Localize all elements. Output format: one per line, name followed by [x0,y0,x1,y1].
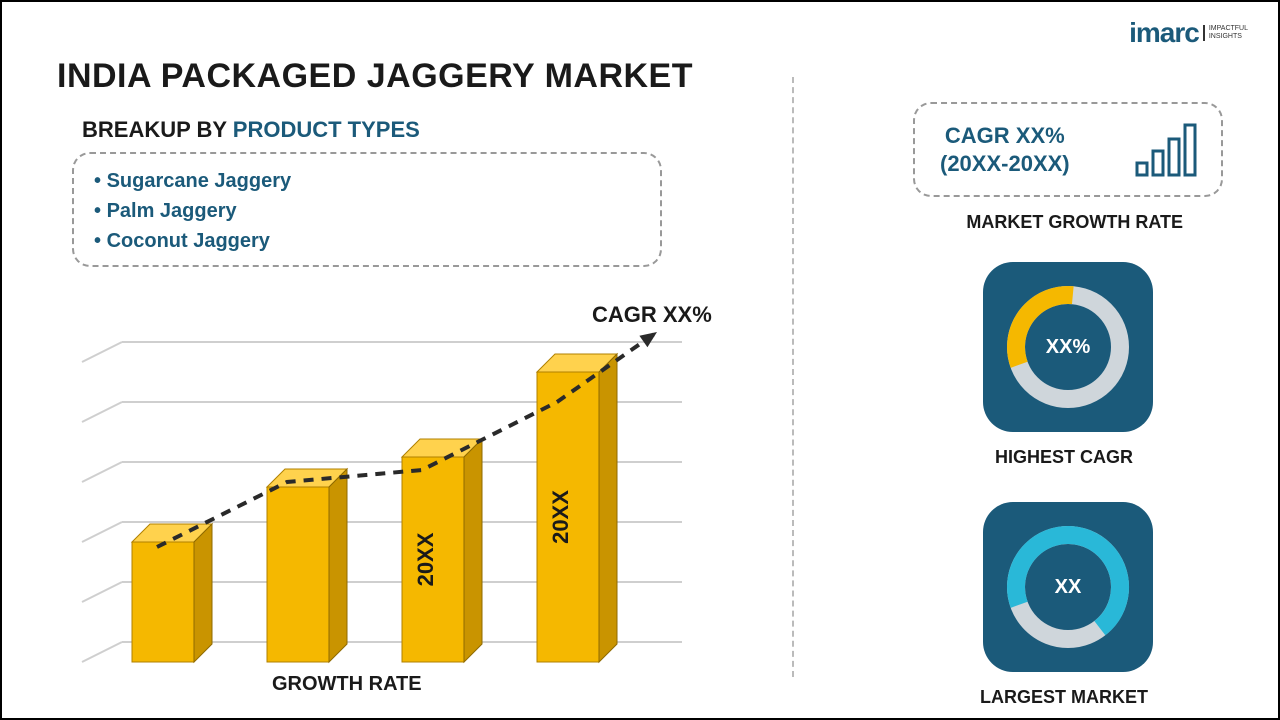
product-types-box: Sugarcane JaggeryPalm JaggeryCoconut Jag… [72,152,662,267]
donut-value: XX% [1046,336,1090,359]
brand-logo: imarc IMPACTFULINSIGHTS [1129,17,1248,49]
market-growth-rate-label: MARKET GROWTH RATE [966,212,1183,233]
cagr-summary-text: CAGR XX%(20XX-20XX) [940,122,1070,177]
svg-text:20XX: 20XX [548,490,573,544]
cagr-summary-box: CAGR XX%(20XX-20XX) [913,102,1223,197]
cagr-trend-label: CAGR XX% [592,302,712,328]
largest-market-card: XX [983,502,1153,672]
logo-tagline: IMPACTFULINSIGHTS [1203,25,1248,40]
product-list-item: Coconut Jaggery [94,226,640,256]
product-list: Sugarcane JaggeryPalm JaggeryCoconut Jag… [94,166,640,256]
breakup-subtitle: BREAKUP BY PRODUCT TYPES [82,117,420,143]
donut-value: XX [1055,576,1082,599]
bars-icon [1131,120,1201,180]
vertical-divider [792,77,794,677]
product-list-item: Sugarcane Jaggery [94,166,640,196]
page-title: INDIA PACKAGED JAGGERY MARKET [57,57,693,96]
svg-text:20XX: 20XX [413,532,438,586]
growth-rate-xlabel: GROWTH RATE [272,673,422,696]
product-list-item: Palm Jaggery [94,196,640,226]
logo-text: imarc [1129,17,1199,49]
highest-cagr-label: HIGHEST CAGR [995,447,1133,468]
highest-cagr-card: XX% [983,262,1153,432]
growth-chart: 20XX 20XX [62,312,702,672]
largest-market-label: LARGEST MARKET [980,687,1148,708]
